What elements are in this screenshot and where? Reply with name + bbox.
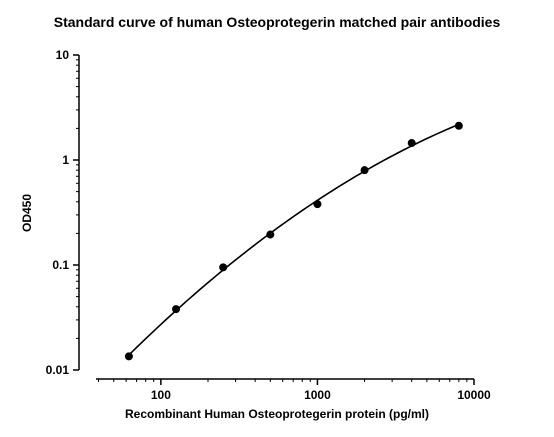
y-tick-label: 0.01 <box>46 363 70 377</box>
data-point <box>219 263 228 272</box>
data-points <box>124 121 463 361</box>
data-point <box>172 305 181 314</box>
axes <box>78 55 474 380</box>
x-axis-label: Recombinant Human Osteoprotegerin protei… <box>125 407 429 421</box>
data-point <box>407 139 416 148</box>
data-point <box>360 166 369 175</box>
tick-labels: 0.01 0.1 1 10 100 1000 10000 <box>46 48 491 402</box>
y-tick-label: 0.1 <box>52 258 69 272</box>
x-tick-label: 100 <box>151 388 171 402</box>
tick-marks <box>73 54 475 385</box>
y-tick-label: 10 <box>56 48 70 62</box>
x-tick-label: 10000 <box>457 388 491 402</box>
chart-title: Standard curve of human Osteoprotegerin … <box>54 14 501 30</box>
x-tick-label: 1000 <box>304 388 331 402</box>
data-point <box>454 121 463 130</box>
fit-curve <box>128 123 460 356</box>
data-point <box>313 200 322 209</box>
data-point <box>266 230 275 239</box>
y-axis-label: OD450 <box>20 194 34 232</box>
y-tick-label: 1 <box>62 153 69 167</box>
data-point <box>124 352 133 361</box>
